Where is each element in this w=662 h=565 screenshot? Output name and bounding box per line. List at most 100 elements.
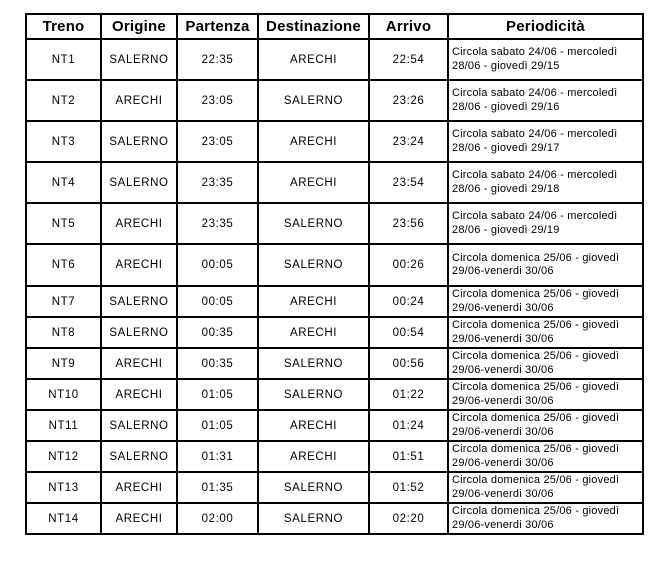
cell-arrivo: 22:54 <box>368 38 449 81</box>
cell-partenza: 23:05 <box>176 120 259 163</box>
header-periodicita: Periodicità <box>447 13 644 40</box>
cell-treno: NT12 <box>25 440 102 473</box>
header-treno: Treno <box>25 13 102 40</box>
cell-destinazione: SALERNO <box>257 471 370 504</box>
cell-origine: ARECHI <box>100 202 178 245</box>
cell-destinazione: ARECHI <box>257 285 370 318</box>
cell-partenza: 23:35 <box>176 202 259 245</box>
cell-partenza: 01:31 <box>176 440 259 473</box>
cell-origine: SALERNO <box>100 285 178 318</box>
cell-origine: ARECHI <box>100 471 178 504</box>
cell-periodicita: Circola domenica 25/06 - giovedì 29/06-v… <box>447 409 644 442</box>
cell-periodicita: Circola sabato 24/06 - mercoledì 28/06 -… <box>447 38 644 81</box>
cell-treno: NT1 <box>25 38 102 81</box>
cell-destinazione: ARECHI <box>257 161 370 204</box>
cell-treno: NT6 <box>25 243 102 287</box>
cell-partenza: 22:35 <box>176 38 259 81</box>
cell-periodicita: Circola domenica 25/06 - giovedì 29/06-v… <box>447 378 644 411</box>
cell-origine: SALERNO <box>100 409 178 442</box>
cell-periodicita: Circola sabato 24/06 - mercoledì 28/06 -… <box>447 120 644 163</box>
cell-destinazione: SALERNO <box>257 378 370 411</box>
cell-destinazione: ARECHI <box>257 409 370 442</box>
table-row: NT5 ARECHI 23:35 SALERNO 23:56 Circola sabato… <box>25 202 644 245</box>
cell-periodicita: Circola sabato 24/06 - mercoledì 28/06 -… <box>447 202 644 245</box>
cell-treno: NT11 <box>25 409 102 442</box>
table-row: NT3 SALERNO 23:05 ARECHI 23:24 Circola sabato… <box>25 120 644 163</box>
cell-origine: ARECHI <box>100 79 178 122</box>
cell-destinazione: SALERNO <box>257 243 370 287</box>
cell-arrivo: 00:26 <box>368 243 449 287</box>
cell-destinazione: ARECHI <box>257 440 370 473</box>
table-row: NT11 SALERNO 01:05 ARECHI 01:24 Circola domen… <box>25 409 644 442</box>
cell-origine: SALERNO <box>100 120 178 163</box>
table-row: NT9 ARECHI 00:35 SALERNO 00:56 Circola domeni… <box>25 347 644 380</box>
cell-partenza: 23:35 <box>176 161 259 204</box>
cell-treno: NT5 <box>25 202 102 245</box>
header-arrivo: Arrivo <box>368 13 449 40</box>
cell-treno: NT7 <box>25 285 102 318</box>
cell-treno: NT14 <box>25 502 102 535</box>
cell-treno: NT2 <box>25 79 102 122</box>
table-row: NT10 ARECHI 01:05 SALERNO 01:22 Circola domen… <box>25 378 644 411</box>
cell-treno: NT10 <box>25 378 102 411</box>
cell-periodicita: Circola sabato 24/06 - mercoledì 28/06 -… <box>447 79 644 122</box>
cell-destinazione: ARECHI <box>257 316 370 349</box>
cell-origine: SALERNO <box>100 440 178 473</box>
table-row: NT7 SALERNO 00:05 ARECHI 00:24 Circola domeni… <box>25 285 644 318</box>
cell-destinazione: SALERNO <box>257 347 370 380</box>
cell-periodicita: Circola domenica 25/06 - giovedì 29/06-v… <box>447 471 644 504</box>
cell-periodicita: Circola domenica 25/06 - giovedì 29/06-v… <box>447 347 644 380</box>
cell-treno: NT9 <box>25 347 102 380</box>
cell-treno: NT8 <box>25 316 102 349</box>
cell-partenza: 01:35 <box>176 471 259 504</box>
cell-arrivo: 23:26 <box>368 79 449 122</box>
cell-destinazione: SALERNO <box>257 202 370 245</box>
cell-arrivo: 01:52 <box>368 471 449 504</box>
cell-periodicita: Circola domenica 25/06 - giovedì 29/06-v… <box>447 285 644 318</box>
cell-partenza: 00:35 <box>176 347 259 380</box>
cell-periodicita: Circola domenica 25/06 - giovedì 29/06-v… <box>447 316 644 349</box>
cell-arrivo: 00:56 <box>368 347 449 380</box>
cell-partenza: 23:05 <box>176 79 259 122</box>
cell-arrivo: 23:24 <box>368 120 449 163</box>
cell-origine: SALERNO <box>100 316 178 349</box>
cell-arrivo: 01:22 <box>368 378 449 411</box>
header-destinazione: Destinazione <box>257 13 370 40</box>
cell-destinazione: SALERNO <box>257 79 370 122</box>
cell-origine: ARECHI <box>100 378 178 411</box>
cell-destinazione: SALERNO <box>257 502 370 535</box>
cell-treno: NT3 <box>25 120 102 163</box>
table-row: NT12 SALERNO 01:31 ARECHI 01:51 Circola domen… <box>25 440 644 473</box>
table-row: NT2 ARECHI 23:05 SALERNO 23:26 Circola sabato… <box>25 79 644 122</box>
table-row: NT6 ARECHI 00:05 SALERNO 00:26 Circola domeni… <box>25 243 644 287</box>
cell-origine: ARECHI <box>100 502 178 535</box>
cell-origine: ARECHI <box>100 347 178 380</box>
cell-arrivo: 23:56 <box>368 202 449 245</box>
cell-partenza: 01:05 <box>176 409 259 442</box>
header-partenza: Partenza <box>176 13 259 40</box>
table-row: NT14 ARECHI 02:00 SALERNO 02:20 Circola domen… <box>25 502 644 535</box>
cell-arrivo: 01:51 <box>368 440 449 473</box>
cell-partenza: 00:35 <box>176 316 259 349</box>
table-header-row: Treno Origine Partenza Destinazione Arrivo Pe… <box>25 13 644 40</box>
cell-arrivo: 01:24 <box>368 409 449 442</box>
cell-arrivo: 00:24 <box>368 285 449 318</box>
cell-arrivo: 02:20 <box>368 502 449 535</box>
cell-partenza: 00:05 <box>176 285 259 318</box>
cell-periodicita: Circola domenica 25/06 - giovedì 29/06-v… <box>447 502 644 535</box>
cell-origine: SALERNO <box>100 161 178 204</box>
table-row: NT8 SALERNO 00:35 ARECHI 00:54 Circola domeni… <box>25 316 644 349</box>
cell-destinazione: ARECHI <box>257 38 370 81</box>
cell-origine: SALERNO <box>100 38 178 81</box>
cell-partenza: 00:05 <box>176 243 259 287</box>
cell-periodicita: Circola domenica 25/06 - giovedì 29/06-v… <box>447 243 644 287</box>
cell-arrivo: 00:54 <box>368 316 449 349</box>
table-row: NT1 SALERNO 22:35 ARECHI 22:54 Circola sabato… <box>25 38 644 81</box>
cell-periodicita: Circola domenica 25/06 - giovedì 29/06-v… <box>447 440 644 473</box>
cell-partenza: 01:05 <box>176 378 259 411</box>
cell-arrivo: 23:54 <box>368 161 449 204</box>
cell-treno: NT4 <box>25 161 102 204</box>
header-origine: Origine <box>100 13 178 40</box>
cell-origine: ARECHI <box>100 243 178 287</box>
